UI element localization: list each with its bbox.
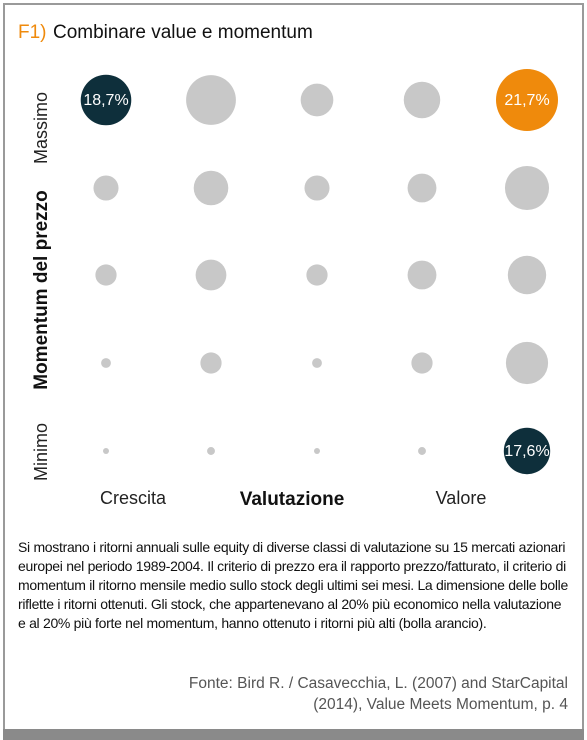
chart: F1) Combinare value e momentum Valutazio… (18, 22, 558, 510)
bubble (195, 259, 227, 291)
bubble (314, 448, 320, 454)
bubble (507, 255, 547, 295)
value-label: 18,7% (83, 92, 128, 109)
bubble (418, 447, 426, 455)
y-tick-label: Massimo (31, 92, 51, 164)
bubble (101, 358, 111, 368)
bubble (407, 173, 437, 203)
bubble (304, 175, 330, 201)
x-tick-label: Valore (436, 488, 487, 508)
bubble (186, 75, 236, 125)
bubble (505, 341, 549, 385)
bubble (103, 448, 109, 454)
source: Fonte: Bird R. / Casavecchia, L. (2007) … (188, 675, 568, 713)
x-axis-label: Valutazione (240, 489, 345, 510)
bubble (207, 447, 215, 455)
bubble (95, 264, 117, 286)
bubble (407, 260, 437, 290)
bubble (93, 175, 119, 201)
bubble (503, 427, 551, 475)
value-label: 21,7% (504, 92, 549, 109)
bubble (496, 69, 558, 131)
bubble (403, 81, 441, 119)
y-axis-label: Momentum del prezzo (31, 190, 52, 390)
title-number: F1) (18, 22, 47, 43)
bubble (80, 74, 132, 126)
bubble (411, 352, 433, 374)
value-label: 17,6% (504, 443, 549, 460)
bottom-bar (3, 729, 584, 740)
chart-title: Combinare value e momentum (53, 22, 313, 43)
bubble (504, 165, 550, 211)
y-tick-label: Minimo (31, 423, 51, 481)
frame (3, 3, 584, 729)
caption: Si mostrano i ritorni annuali sulle equi… (18, 539, 568, 631)
x-tick-label: Crescita (100, 488, 167, 508)
bubble (312, 358, 322, 368)
bubble (200, 352, 222, 374)
bubble (306, 264, 328, 286)
bubble (193, 170, 229, 206)
bubble (300, 83, 334, 117)
